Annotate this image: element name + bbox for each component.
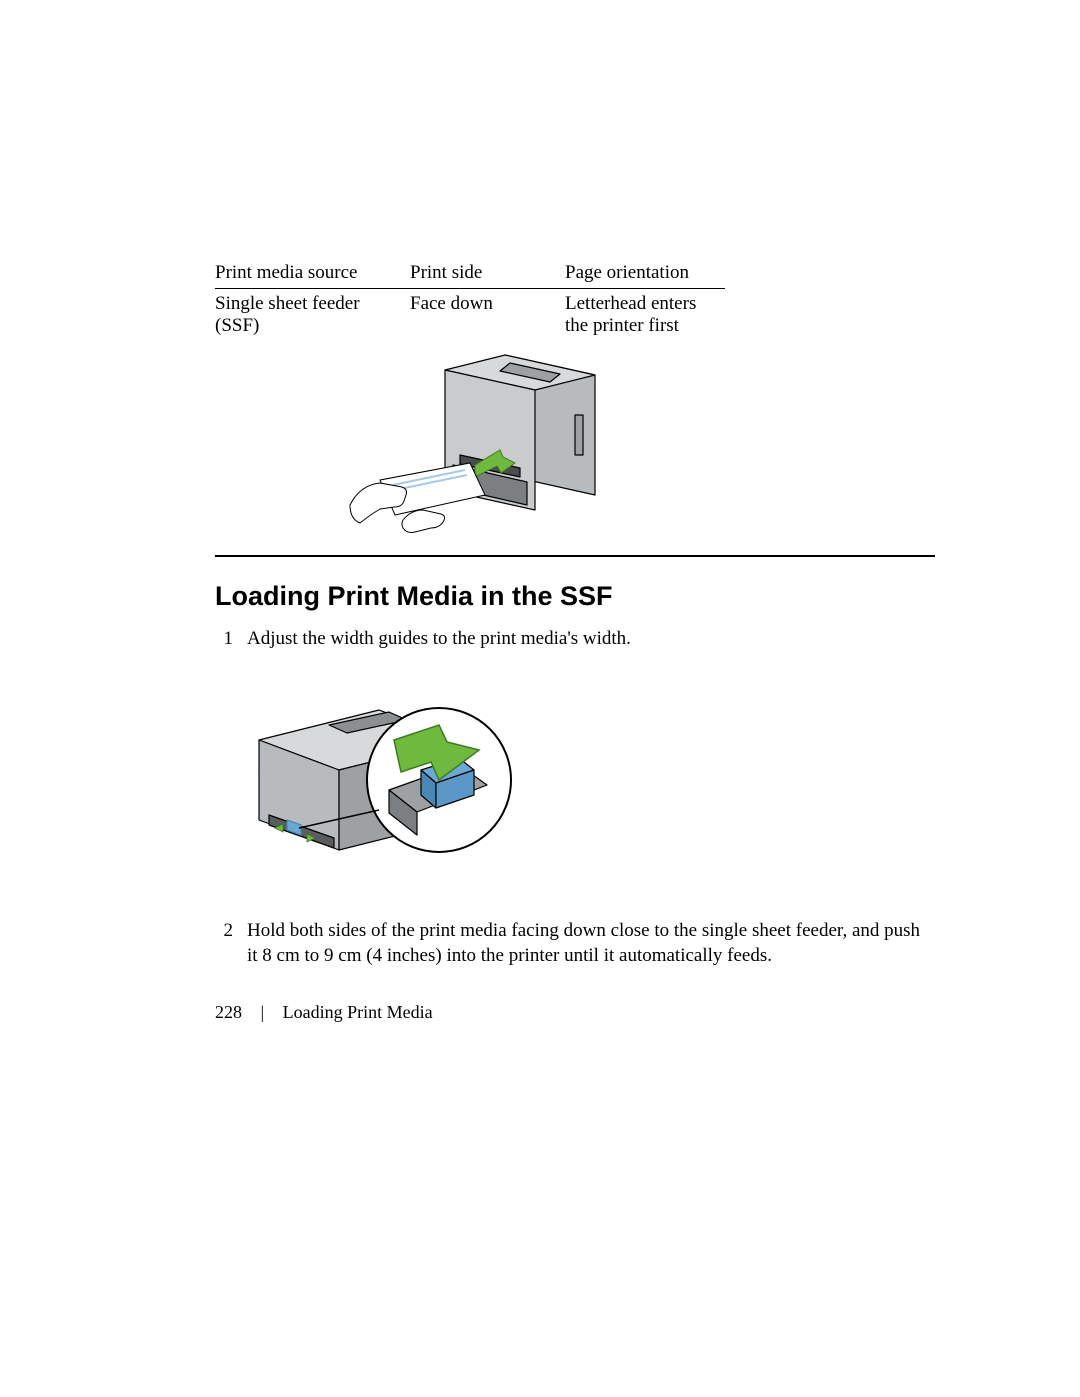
page-content: Print media source Print side Page orien…	[215, 258, 935, 979]
width-guide-illustration	[229, 670, 519, 900]
step-1-num: 1	[215, 626, 247, 652]
printer-feed-illustration	[325, 345, 615, 545]
td-side: Face down	[410, 289, 565, 342]
steps-list: 1 Adjust the width guides to the print m…	[215, 626, 935, 652]
footer-divider: |	[261, 1002, 265, 1022]
td-source: Single sheet feeder (SSF)	[215, 289, 410, 342]
steps-list-2: 2 Hold both sides of the print media fac…	[215, 918, 935, 969]
page-footer: 228 | Loading Print Media	[215, 1002, 433, 1023]
th-orientation: Page orientation	[565, 258, 725, 289]
footer-title: Loading Print Media	[283, 1002, 433, 1022]
th-source: Print media source	[215, 258, 410, 289]
td-orientation: Letterhead enters the printer first	[565, 289, 725, 342]
step-2-num: 2	[215, 918, 247, 969]
th-side: Print side	[410, 258, 565, 289]
media-table-section: Print media source Print side Page orien…	[215, 258, 935, 557]
step-1-text: Adjust the width guides to the print med…	[247, 626, 935, 652]
page-number: 228	[215, 1002, 242, 1022]
step-2: 2 Hold both sides of the print media fac…	[215, 918, 935, 969]
media-table: Print media source Print side Page orien…	[215, 258, 725, 341]
step-2-text: Hold both sides of the print media facin…	[247, 918, 935, 969]
section-heading: Loading Print Media in the SSF	[215, 581, 935, 612]
step-1: 1 Adjust the width guides to the print m…	[215, 626, 935, 652]
